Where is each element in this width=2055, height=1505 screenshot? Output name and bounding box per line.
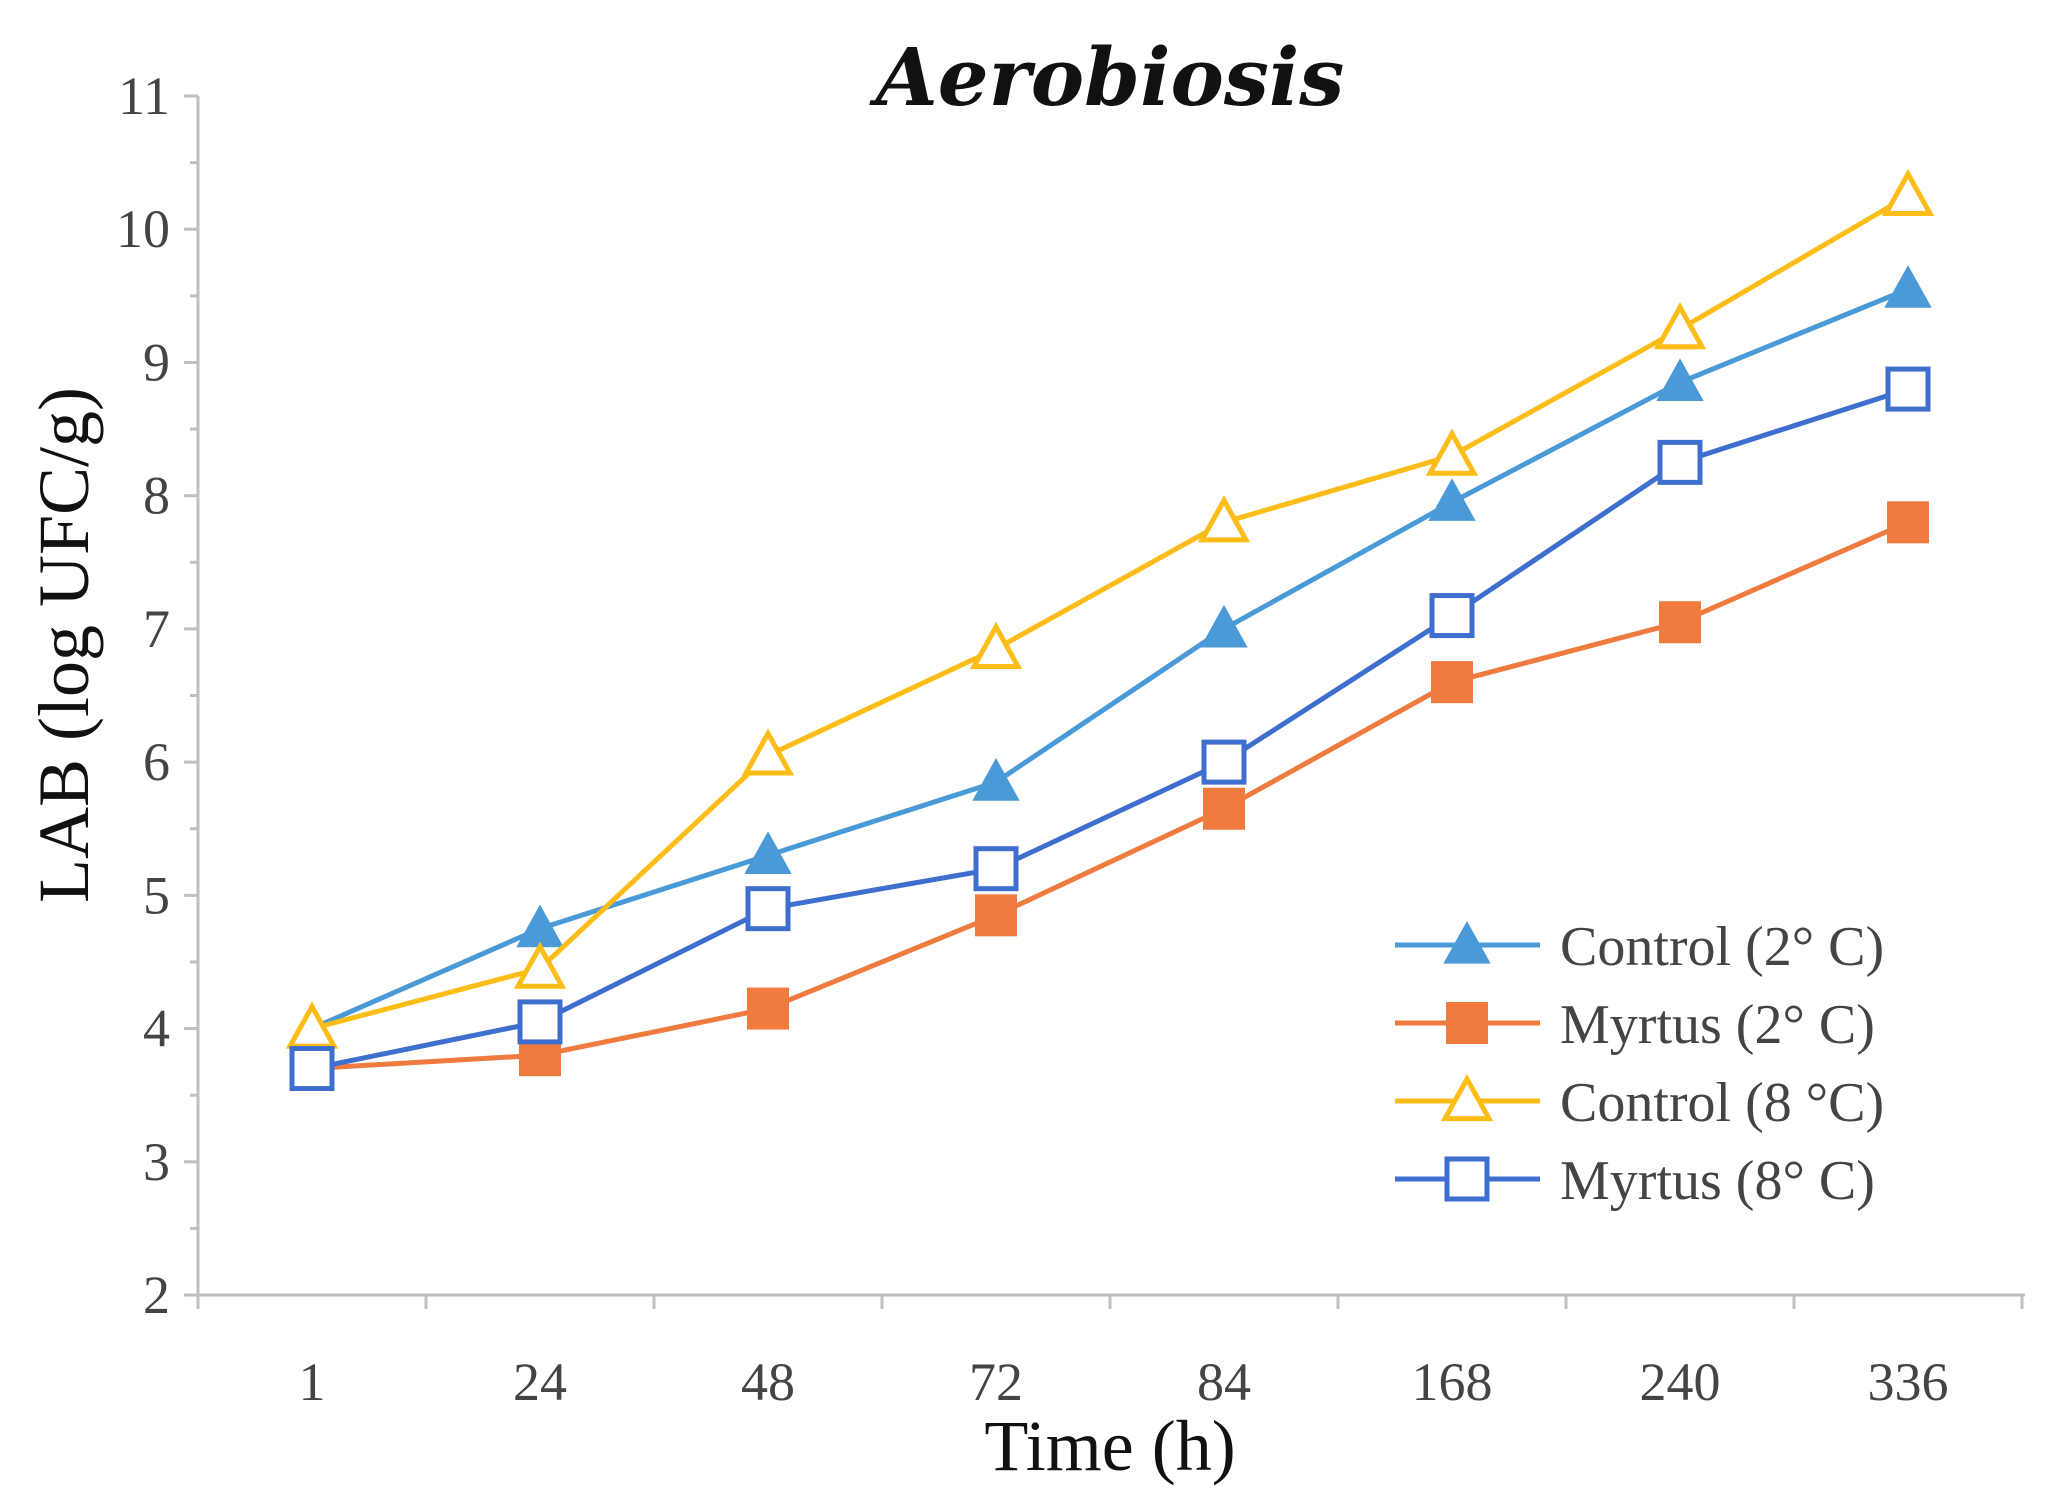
data-point xyxy=(1197,495,1251,543)
data-point xyxy=(973,846,1019,892)
data-point xyxy=(1885,366,1931,412)
legend-item: Control (2° C) xyxy=(1395,916,1884,978)
x-tick-label: 48 xyxy=(741,1352,795,1412)
legend-label: Myrtus (8° C) xyxy=(1560,1150,1875,1212)
legend-item: Myrtus (2° C) xyxy=(1395,994,1875,1056)
data-point xyxy=(1428,478,1476,521)
series-1 xyxy=(288,265,1932,1048)
data-point xyxy=(1659,601,1701,644)
series-line xyxy=(311,386,1909,1071)
y-tick-label: 2 xyxy=(143,1265,170,1325)
legend-marker xyxy=(1444,1156,1490,1202)
data-point xyxy=(747,987,789,1030)
data-point xyxy=(1431,661,1473,704)
data-point xyxy=(972,758,1020,801)
y-tick-label: 3 xyxy=(143,1132,170,1192)
data-point xyxy=(1201,739,1247,785)
data-point xyxy=(744,831,792,874)
series-3 xyxy=(285,168,1935,1049)
data-point xyxy=(1203,787,1245,830)
series-4 xyxy=(289,366,1931,1092)
legend: Control (2° C) Myrtus (2° C) Control (8 °C… xyxy=(1395,916,1884,1212)
x-tick-label: 72 xyxy=(969,1352,1023,1412)
data-point xyxy=(741,728,795,776)
y-tick-label: 11 xyxy=(118,66,170,126)
series-line xyxy=(310,286,1909,1031)
legend-label: Control (8 °C) xyxy=(1560,1072,1884,1134)
series-line xyxy=(311,520,1910,1072)
data-point xyxy=(513,941,567,989)
legend-label: Myrtus (2° C) xyxy=(1560,994,1875,1056)
legend-item: Myrtus (8° C) xyxy=(1395,1150,1875,1212)
y-tick-label: 10 xyxy=(116,199,170,259)
y-tick-label: 9 xyxy=(143,332,170,392)
data-point xyxy=(969,621,1023,669)
x-tick-label: 336 xyxy=(1868,1352,1949,1412)
data-point xyxy=(1657,439,1703,485)
y-axis-ticks: 2 3 4 5 6 7 8 9 10 11 xyxy=(116,66,198,1325)
data-point xyxy=(1200,604,1248,648)
data-point xyxy=(1881,168,1935,217)
data-point xyxy=(1429,593,1475,639)
data-point xyxy=(1887,501,1929,544)
x-tick-label: 168 xyxy=(1412,1352,1493,1412)
x-axis-ticks: 1 24 48 72 84 168 240 336 xyxy=(196,1295,2024,1412)
data-point xyxy=(1656,358,1704,402)
y-tick-label: 6 xyxy=(143,732,170,792)
y-tick-label: 7 xyxy=(143,599,170,659)
data-point xyxy=(516,904,564,948)
y-axis-label: LAB (log UFC/g) xyxy=(24,387,104,903)
legend-marker xyxy=(1443,920,1491,964)
data-point xyxy=(975,894,1017,937)
y-tick-label: 5 xyxy=(143,865,170,925)
data-point xyxy=(289,1046,335,1092)
x-tick-label: 84 xyxy=(1197,1352,1251,1412)
legend-label: Control (2° C) xyxy=(1560,916,1884,978)
legend-marker xyxy=(1440,1073,1494,1122)
data-series xyxy=(285,168,1935,1092)
x-tick-label: 1 xyxy=(299,1352,326,1412)
y-tick-label: 8 xyxy=(143,466,170,526)
legend-item: Control (8 °C) xyxy=(1395,1072,1884,1134)
x-tick-label: 240 xyxy=(1640,1352,1721,1412)
data-point xyxy=(517,999,563,1045)
chart-title: Aerobiosis xyxy=(869,30,1345,124)
data-point xyxy=(745,886,791,932)
legend-marker xyxy=(1446,1002,1488,1044)
data-point xyxy=(1884,265,1932,308)
x-tick-label: 24 xyxy=(513,1352,567,1412)
data-point xyxy=(1425,428,1479,476)
x-axis-label: Time (h) xyxy=(984,1406,1235,1486)
series-line xyxy=(311,193,1910,1031)
data-point xyxy=(1653,301,1707,350)
y-tick-label: 4 xyxy=(143,999,170,1059)
